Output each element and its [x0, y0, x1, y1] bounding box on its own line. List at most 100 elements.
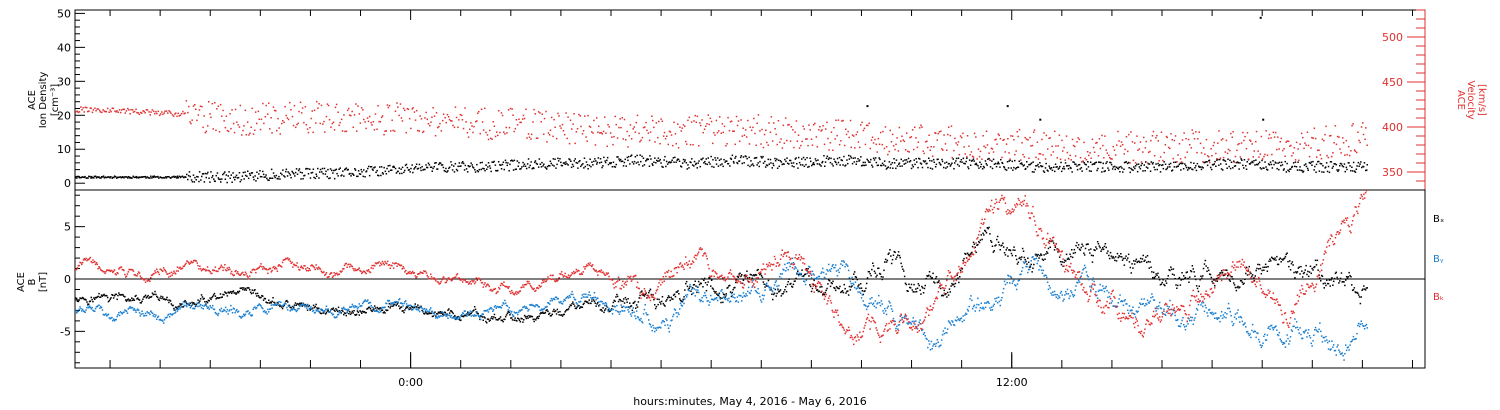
velocity-point — [293, 104, 296, 107]
density-point — [680, 165, 682, 167]
density-point — [762, 162, 765, 164]
bx-point — [193, 302, 195, 304]
bx-point — [976, 244, 978, 246]
bx-point — [1090, 254, 1093, 257]
bx-point — [653, 298, 655, 301]
velocity-point — [877, 137, 880, 140]
bx-point — [1232, 278, 1234, 280]
by-point — [793, 268, 796, 270]
bx-point — [945, 293, 947, 295]
density-point — [316, 175, 318, 177]
velocity-point — [1283, 148, 1285, 150]
by-point — [207, 306, 210, 308]
velocity-point — [1167, 146, 1170, 149]
bx-point — [258, 296, 260, 298]
bx-point — [451, 311, 453, 313]
bx-point — [676, 291, 678, 293]
density-point — [1352, 161, 1355, 164]
velocity-point — [1037, 158, 1040, 160]
bx-point — [569, 304, 572, 306]
velocity-point — [208, 101, 210, 103]
by-point — [661, 320, 664, 322]
velocity-point — [1070, 159, 1072, 161]
density-point — [209, 181, 211, 183]
by-point — [431, 310, 434, 313]
bx-point — [622, 300, 624, 303]
density-point — [869, 161, 871, 163]
density-point — [192, 174, 195, 176]
density-point — [522, 161, 524, 164]
density-point — [298, 168, 301, 170]
velocity-point — [1084, 157, 1086, 160]
bx-point — [406, 306, 409, 309]
density-point — [1339, 165, 1341, 167]
velocity-point — [306, 128, 309, 130]
density-point — [585, 161, 588, 163]
velocity-point — [809, 129, 811, 131]
velocity-point — [981, 158, 983, 160]
density-point — [999, 166, 1001, 168]
density-point — [709, 163, 711, 165]
bx-point — [659, 301, 661, 303]
by-point — [778, 284, 780, 287]
density-point — [993, 163, 996, 165]
velocity-point — [927, 146, 929, 149]
velocity-point — [1143, 136, 1145, 139]
bx-point — [1347, 276, 1350, 278]
bx-point — [704, 277, 706, 280]
density-point — [809, 157, 811, 159]
density-point — [190, 179, 193, 181]
bx-point — [1029, 266, 1032, 268]
velocity-point — [135, 108, 137, 111]
bx-point — [335, 308, 337, 310]
bx-point — [1189, 270, 1192, 272]
velocity-point — [805, 138, 807, 140]
density-point — [224, 171, 226, 173]
bx-point — [732, 288, 734, 291]
bx-point — [1271, 257, 1274, 259]
velocity-point — [427, 123, 430, 125]
bx-point — [974, 246, 976, 248]
density-point — [427, 162, 430, 164]
bx-point — [201, 296, 204, 298]
density-point — [1187, 166, 1190, 169]
bx-point — [882, 276, 884, 278]
by-point — [118, 314, 121, 317]
by-point — [79, 306, 81, 308]
density-point — [862, 161, 865, 164]
by-point — [434, 314, 436, 316]
density-point — [322, 173, 324, 175]
bx-point — [845, 292, 847, 294]
by-point — [131, 307, 134, 309]
velocity-point — [1282, 149, 1284, 152]
bx-point — [163, 298, 166, 300]
density-point — [650, 158, 652, 160]
bx-point — [1071, 249, 1073, 251]
density-point — [1340, 163, 1343, 165]
bx-point — [1208, 273, 1211, 275]
velocity-point — [616, 137, 619, 139]
bx-point — [1342, 281, 1344, 283]
bx-point — [577, 304, 579, 307]
bx-point — [917, 283, 920, 285]
bx-point — [1203, 263, 1206, 265]
bx-point — [125, 299, 127, 301]
bx-point — [1264, 266, 1266, 268]
density-point — [480, 168, 482, 171]
velocity-point — [708, 123, 710, 126]
density-point — [1005, 169, 1008, 171]
bx-point — [1182, 278, 1184, 281]
by-point — [374, 310, 376, 312]
density-tick-label: 30 — [57, 75, 71, 88]
bx-point — [775, 295, 777, 297]
bx-point — [794, 280, 796, 282]
bx-point — [641, 294, 644, 296]
density-point — [1147, 163, 1150, 165]
bx-point — [1028, 266, 1031, 268]
velocity-point — [888, 150, 890, 153]
velocity-point — [847, 130, 849, 133]
by-point — [743, 295, 746, 297]
bx-point — [1001, 244, 1003, 246]
density-point — [652, 164, 654, 166]
velocity-point — [950, 125, 953, 127]
